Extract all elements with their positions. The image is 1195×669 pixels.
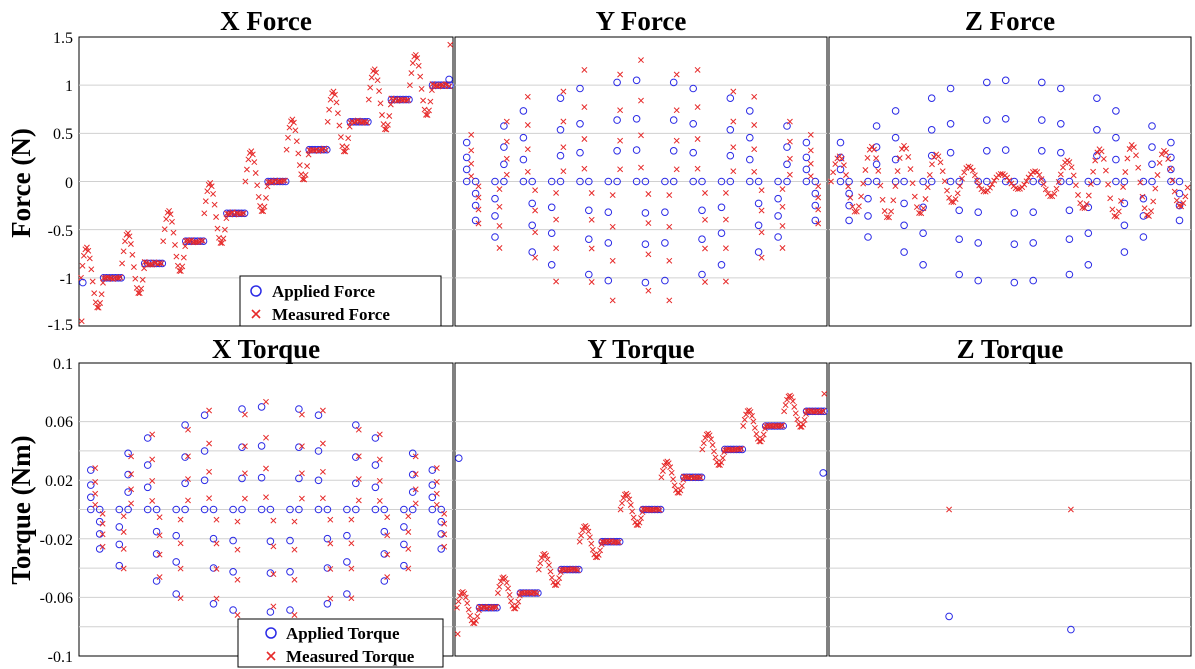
ylabel-force: Force (N) xyxy=(6,128,36,238)
title-x-torque: X Torque xyxy=(212,334,320,364)
title-y-torque: Y Torque xyxy=(587,334,694,364)
panel-x-torque xyxy=(79,363,453,656)
legend-label-measured: Measured Force xyxy=(272,305,390,324)
ytick-label: 0.1 xyxy=(53,356,73,373)
yticks-force: 1.5 1 0.5 0 -0.5 -1 -1.5 xyxy=(48,30,73,334)
title-y-force: Y Force xyxy=(596,6,687,36)
ytick-label: -0.06 xyxy=(40,590,73,607)
ytick-label: 0.5 xyxy=(53,126,73,143)
title-x-force: X Force xyxy=(220,6,312,36)
ytick-label: 0 xyxy=(65,175,73,192)
panel-y-torque xyxy=(454,363,827,656)
ytick-label: -0.5 xyxy=(48,223,73,240)
panel-y-force xyxy=(455,37,827,326)
ytick-label: 1 xyxy=(65,78,73,95)
ylabel-torque: Torque (Nm) xyxy=(6,435,36,584)
panel-z-torque xyxy=(829,363,1191,656)
title-z-torque: Z Torque xyxy=(957,334,1064,364)
ytick-label: -1 xyxy=(60,271,73,288)
panel-z-force xyxy=(828,37,1191,326)
ytick-label: 1.5 xyxy=(53,30,73,47)
ytick-label: -0.02 xyxy=(40,532,73,549)
yticks-torque: 0.1 0.06 0.02 -0.02 -0.06 -0.1 xyxy=(40,356,73,666)
legend-label-applied: Applied Torque xyxy=(286,624,400,643)
legend-label-applied: Applied Force xyxy=(272,282,376,301)
legend-torque: Applied Torque Measured Torque xyxy=(238,619,443,667)
ytick-label: -0.1 xyxy=(48,649,73,666)
ytick-label: -1.5 xyxy=(48,317,73,334)
legend-force: Applied Force Measured Force xyxy=(240,276,441,326)
ytick-label: 0.02 xyxy=(45,473,73,490)
legend-label-measured: Measured Torque xyxy=(286,647,415,666)
ytick-label: 0.06 xyxy=(45,414,73,431)
title-z-force: Z Force xyxy=(965,6,1055,36)
